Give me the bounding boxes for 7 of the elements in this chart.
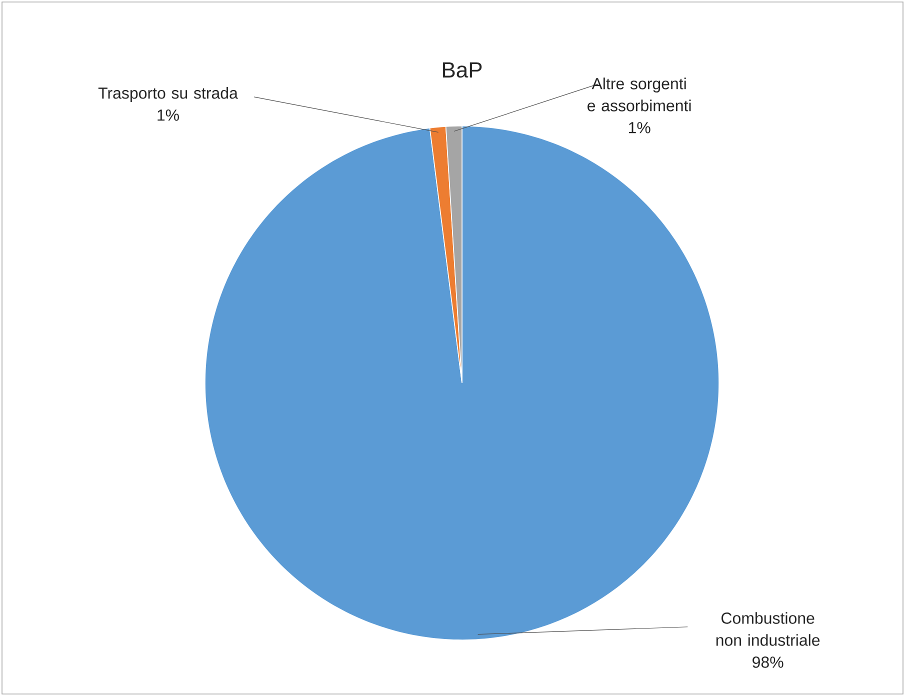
slice-label: Trasporto su strada [98, 87, 238, 102]
data-label: 1% [628, 122, 650, 134]
data-label: 98% [752, 656, 784, 668]
chart-title: BaP [443, 62, 482, 78]
slice-label: Altre sorgenti e assorbimenti [588, 78, 691, 112]
data-label: 1% [158, 110, 179, 121]
slice-label: Combustione non industriale [716, 612, 820, 646]
